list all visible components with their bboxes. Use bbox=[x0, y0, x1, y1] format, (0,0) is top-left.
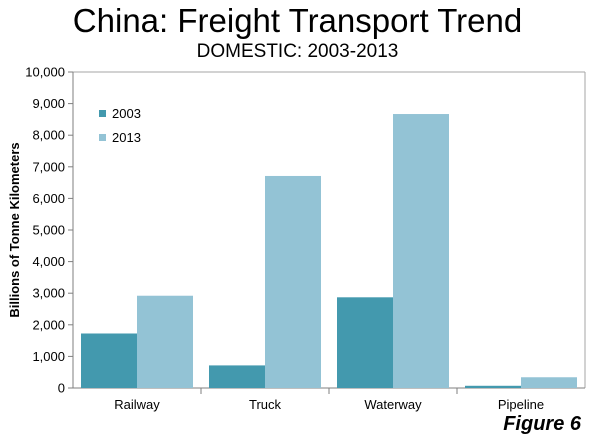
y-tick-label: 4,000 bbox=[32, 254, 65, 269]
y-tick-label: 1,000 bbox=[32, 349, 65, 364]
bar-truck-2003 bbox=[209, 365, 265, 388]
bar-railway-2013 bbox=[137, 295, 193, 388]
legend-label-2003: 2003 bbox=[112, 106, 141, 121]
y-tick-label: 9,000 bbox=[32, 96, 65, 111]
x-tick-label: Railway bbox=[114, 397, 160, 412]
x-tick-label: Pipeline bbox=[498, 397, 544, 412]
bar-railway-2003 bbox=[81, 333, 137, 388]
bar-waterway-2013 bbox=[393, 114, 449, 388]
figure-label: Figure 6 bbox=[503, 413, 581, 435]
bar-pipeline-2003 bbox=[465, 385, 521, 388]
y-axis-label: Billions of Tonne Kilometers bbox=[7, 142, 22, 317]
y-tick-label: 2,000 bbox=[32, 317, 65, 332]
bar-pipeline-2013 bbox=[521, 377, 577, 388]
bar-waterway-2003 bbox=[337, 297, 393, 388]
chart-subtitle: DOMESTIC: 2003-2013 bbox=[196, 41, 399, 62]
bar-truck-2013 bbox=[265, 175, 321, 388]
y-tick-label: 7,000 bbox=[32, 159, 65, 174]
legend-label-2013: 2013 bbox=[112, 130, 141, 145]
y-tick-label: 5,000 bbox=[32, 223, 65, 238]
y-tick-label: 3,000 bbox=[32, 286, 65, 301]
legend-swatch-2003 bbox=[99, 110, 106, 117]
chart-title: China: Freight Transport Trend bbox=[72, 2, 523, 39]
y-tick-label: 0 bbox=[58, 381, 65, 396]
y-tick-label: 10,000 bbox=[25, 65, 65, 80]
y-tick-label: 6,000 bbox=[32, 191, 65, 206]
x-tick-label: Truck bbox=[249, 397, 282, 412]
x-tick-label: Waterway bbox=[364, 397, 422, 412]
y-tick-label: 8,000 bbox=[32, 128, 65, 143]
legend-swatch-2013 bbox=[99, 134, 106, 141]
